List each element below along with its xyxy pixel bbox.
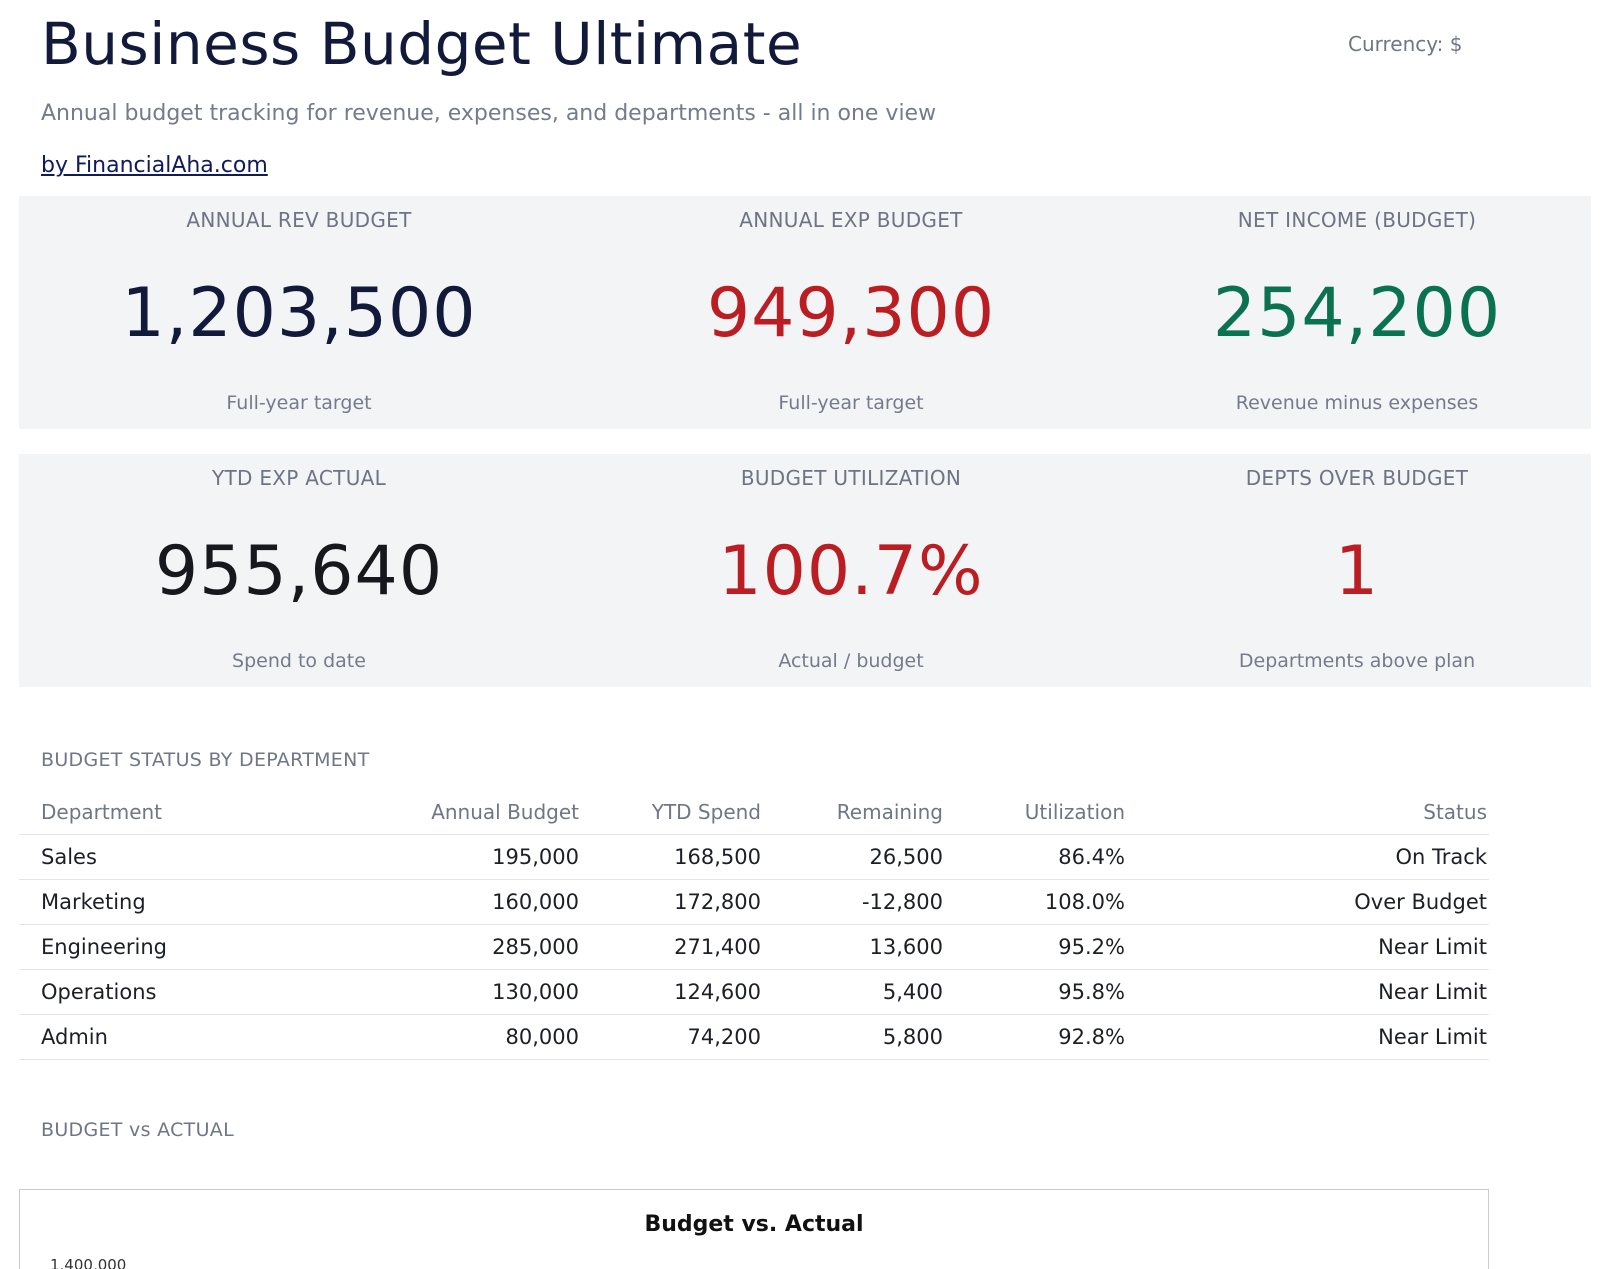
cell-ytd-spend: 168,500 [581, 834, 763, 880]
cell-department: Marketing [19, 879, 399, 925]
y-axis-tick-label: 1,400,000 [50, 1256, 127, 1269]
table-row: Admin 80,000 74,200 5,800 92.8% Near Lim… [19, 1014, 1489, 1060]
cell-utilization: 92.8% [945, 1014, 1127, 1060]
cell-remaining: 13,600 [763, 924, 945, 970]
cell-remaining: -12,800 [763, 879, 945, 925]
cell-utilization: 95.2% [945, 924, 1127, 970]
kpi-value: 1,203,500 [121, 274, 477, 353]
section-title-department-status: BUDGET STATUS BY DEPARTMENT [41, 749, 370, 771]
column-header: YTD Spend [581, 790, 763, 835]
kpi-card-budget-utilization: BUDGET UTILIZATION 100.7% Actual / budge… [579, 454, 1123, 687]
kpi-caption: Full-year target [778, 392, 924, 414]
cell-ytd-spend: 74,200 [581, 1014, 763, 1060]
column-header: Remaining [763, 790, 945, 835]
kpi-value: 1 [1334, 532, 1380, 611]
cell-utilization: 108.0% [945, 879, 1127, 925]
kpi-caption: Actual / budget [778, 650, 924, 672]
cell-department: Engineering [19, 924, 399, 970]
column-header: Utilization [945, 790, 1127, 835]
kpi-label: BUDGET UTILIZATION [740, 466, 962, 490]
kpi-row-actuals: YTD EXP ACTUAL 955,640 Spend to date BUD… [19, 454, 1591, 687]
kpi-label: DEPTS OVER BUDGET [1245, 466, 1469, 490]
cell-ytd-spend: 271,400 [581, 924, 763, 970]
table-row: Engineering 285,000 271,400 13,600 95.2%… [19, 924, 1489, 970]
kpi-value: 955,640 [154, 532, 444, 611]
kpi-card-annual-exp-budget: ANNUAL EXP BUDGET 949,300 Full-year targ… [579, 196, 1123, 429]
cell-annual-budget: 160,000 [399, 879, 581, 925]
cell-department: Sales [19, 834, 399, 880]
table-row: Sales 195,000 168,500 26,500 86.4% On Tr… [19, 834, 1489, 880]
kpi-value: 100.7% [718, 532, 984, 611]
kpi-caption: Spend to date [232, 650, 366, 672]
cell-status: Near Limit [1127, 1014, 1489, 1060]
currency-label: Currency: $ [1348, 32, 1463, 56]
kpi-value: 254,200 [1212, 274, 1502, 353]
cell-status: Near Limit [1127, 969, 1489, 1015]
table-header-row: Department Annual Budget YTD Spend Remai… [19, 790, 1489, 835]
cell-utilization: 86.4% [945, 834, 1127, 880]
cell-annual-budget: 80,000 [399, 1014, 581, 1060]
cell-remaining: 5,800 [763, 1014, 945, 1060]
cell-status: Over Budget [1127, 879, 1489, 925]
kpi-label: YTD EXP ACTUAL [211, 466, 387, 490]
cell-department: Operations [19, 969, 399, 1015]
kpi-row-budget: ANNUAL REV BUDGET 1,203,500 Full-year ta… [19, 196, 1591, 429]
page-subtitle: Annual budget tracking for revenue, expe… [41, 101, 937, 126]
page-title: Business Budget Ultimate [41, 10, 803, 78]
cell-annual-budget: 195,000 [399, 834, 581, 880]
budget-vs-actual-chart: Budget vs. Actual 1,400,000 [19, 1189, 1489, 1269]
section-title-budget-vs-actual: BUDGET vs ACTUAL [41, 1119, 234, 1141]
cell-remaining: 5,400 [763, 969, 945, 1015]
cell-utilization: 95.8% [945, 969, 1127, 1015]
table-row: Marketing 160,000 172,800 -12,800 108.0%… [19, 879, 1489, 925]
table-row: Operations 130,000 124,600 5,400 95.8% N… [19, 969, 1489, 1015]
kpi-card-depts-over-budget: DEPTS OVER BUDGET 1 Departments above pl… [1123, 454, 1591, 687]
kpi-label: ANNUAL REV BUDGET [186, 208, 412, 232]
cell-remaining: 26,500 [763, 834, 945, 880]
kpi-value: 949,300 [706, 274, 996, 353]
kpi-card-annual-rev-budget: ANNUAL REV BUDGET 1,203,500 Full-year ta… [19, 196, 579, 429]
column-header: Status [1127, 790, 1489, 835]
cell-ytd-spend: 124,600 [581, 969, 763, 1015]
cell-annual-budget: 285,000 [399, 924, 581, 970]
cell-annual-budget: 130,000 [399, 969, 581, 1015]
chart-title: Budget vs. Actual [644, 1212, 864, 1237]
kpi-label: ANNUAL EXP BUDGET [739, 208, 963, 232]
kpi-caption: Revenue minus expenses [1235, 392, 1479, 414]
column-header: Department [19, 790, 399, 835]
cell-status: On Track [1127, 834, 1489, 880]
financialaha-link[interactable]: by FinancialAha.com [41, 153, 268, 178]
department-status-table: Department Annual Budget YTD Spend Remai… [19, 790, 1489, 1060]
kpi-label: NET INCOME (BUDGET) [1237, 208, 1477, 232]
kpi-caption: Full-year target [226, 392, 372, 414]
column-header: Annual Budget [399, 790, 581, 835]
cell-department: Admin [19, 1014, 399, 1060]
kpi-caption: Departments above plan [1238, 650, 1476, 672]
cell-ytd-spend: 172,800 [581, 879, 763, 925]
kpi-card-ytd-exp-actual: YTD EXP ACTUAL 955,640 Spend to date [19, 454, 579, 687]
cell-status: Near Limit [1127, 924, 1489, 970]
kpi-card-net-income: NET INCOME (BUDGET) 254,200 Revenue minu… [1123, 196, 1591, 429]
